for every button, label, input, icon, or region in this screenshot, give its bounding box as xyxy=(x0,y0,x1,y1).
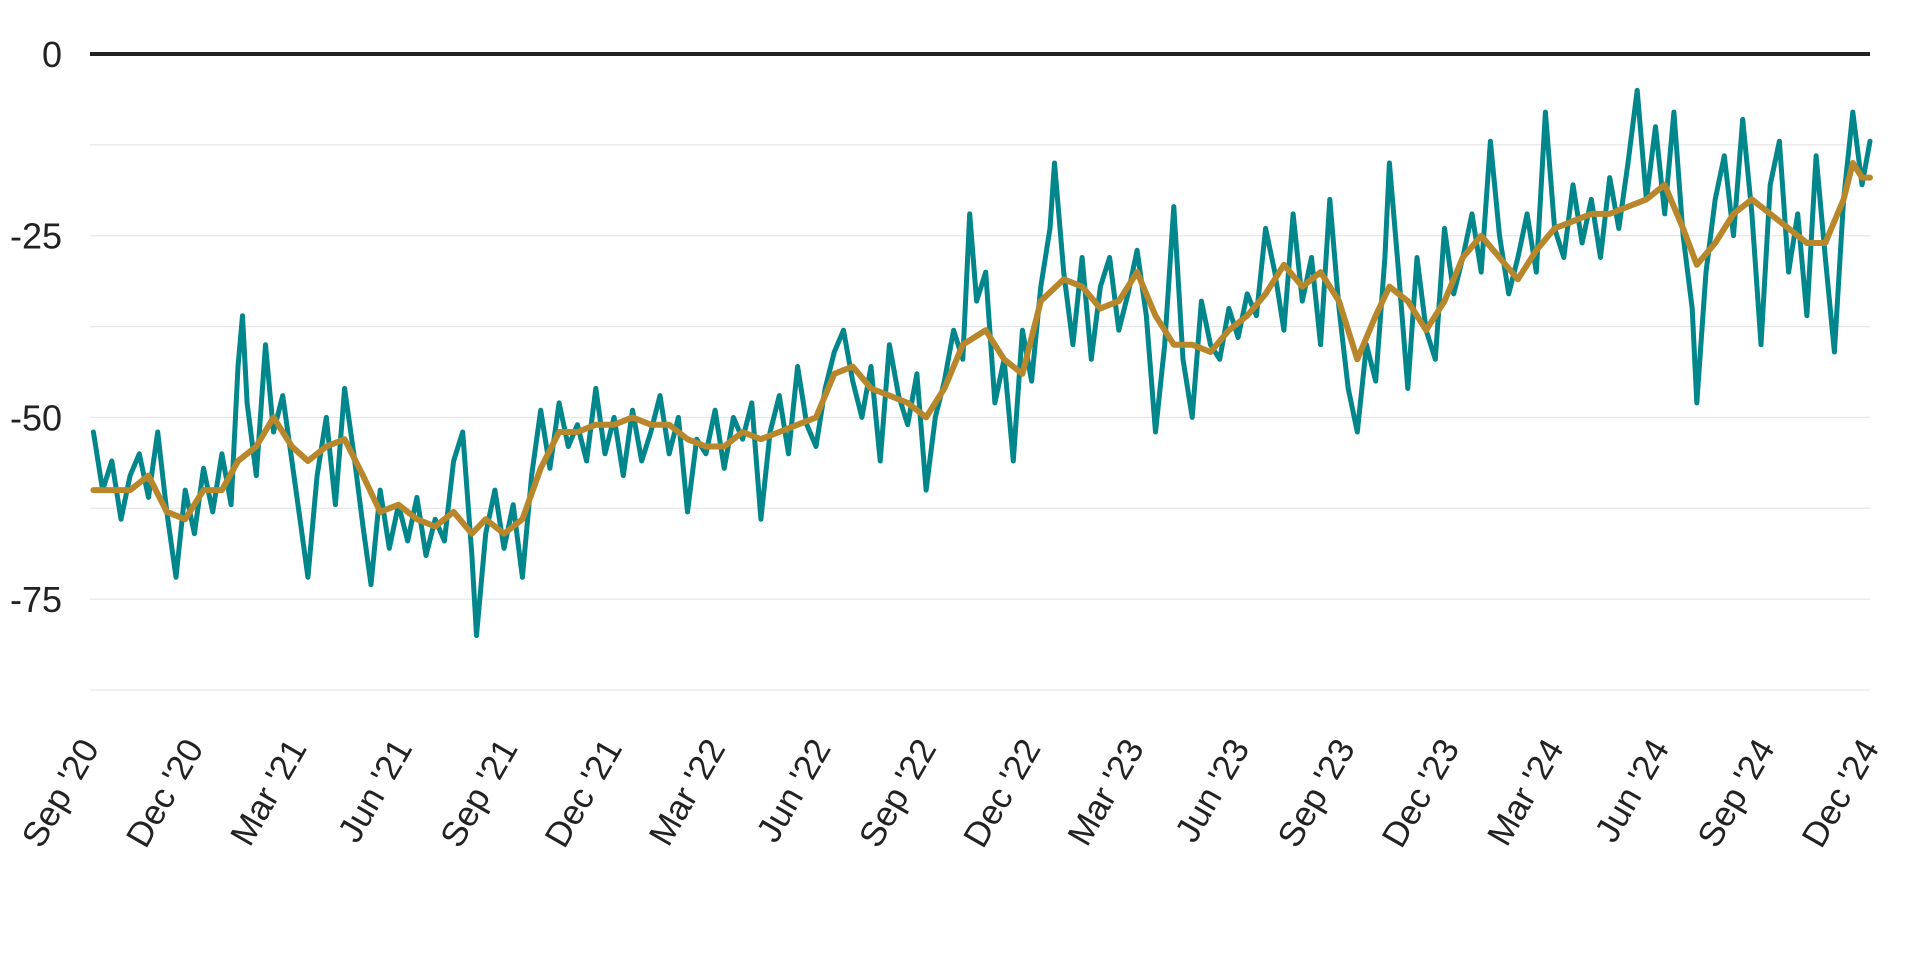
x-tick-label: Mar '22 xyxy=(642,733,734,853)
x-tick-label: Dec '21 xyxy=(537,733,630,854)
x-tick-label: Dec '24 xyxy=(1794,733,1887,854)
x-tick-label: Dec '20 xyxy=(119,733,212,854)
x-tick-label: Jun '23 xyxy=(1168,733,1258,849)
x-tick-label: Mar '21 xyxy=(223,733,315,853)
y-axis-ticks: 0 -25 -50 -75 xyxy=(10,34,62,620)
x-tick-label: Sep '21 xyxy=(433,733,526,854)
x-tick-label: Sep '20 xyxy=(14,733,107,854)
gridlines xyxy=(90,52,1870,691)
series-line-daily xyxy=(90,87,1873,638)
x-tick-label: Jun '22 xyxy=(749,733,839,849)
x-tick-label: Dec '22 xyxy=(956,733,1049,854)
y-tick-label: -75 xyxy=(10,579,62,620)
x-tick-label: Sep '24 xyxy=(1690,733,1783,854)
y-tick-label: 0 xyxy=(42,34,62,75)
x-tick-label: Dec '23 xyxy=(1375,733,1468,854)
series-line-smoothed xyxy=(90,160,1873,537)
x-axis-ticks: Sep '20 Dec '20 Mar '21 Jun '21 Sep '21 Dec '… xyxy=(14,732,1887,853)
x-tick-label: Mar '24 xyxy=(1480,733,1572,853)
x-tick-label: Sep '22 xyxy=(852,732,945,853)
y-tick-label: -25 xyxy=(10,216,62,257)
x-tick-label: Sep '23 xyxy=(1270,733,1363,854)
x-tick-label: Jun '21 xyxy=(330,733,420,849)
x-tick-label: Mar '23 xyxy=(1060,733,1152,853)
y-tick-label: -50 xyxy=(10,397,62,438)
x-tick-label: Jun '24 xyxy=(1587,733,1677,849)
series-lines xyxy=(90,87,1873,638)
